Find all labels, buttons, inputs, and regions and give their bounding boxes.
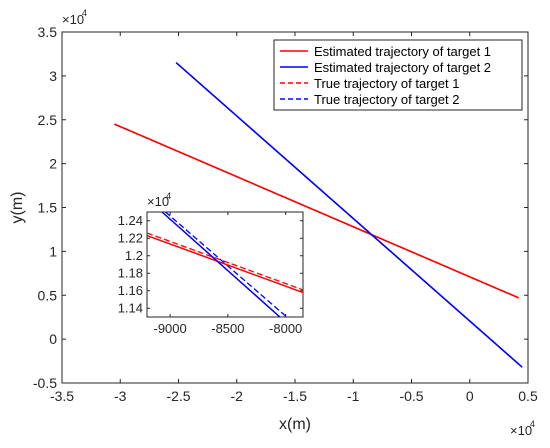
inset-y-tick-label: 1.22: [118, 230, 143, 245]
x-tick-label: 0.5: [518, 388, 538, 404]
x-multiplier-exponent: 4: [530, 419, 535, 429]
inset-y-tick-label: 1.24: [118, 213, 143, 228]
x-axis-label: x(m): [279, 416, 311, 433]
x-multiplier-base: ×10: [510, 423, 532, 438]
x-multiplier: ×10 4: [510, 419, 535, 438]
x-tick-label: -3: [114, 388, 127, 404]
x-tick-label: -2: [231, 388, 244, 404]
y-tick-label: 2: [49, 156, 57, 172]
inset-y-tick-label: 1.2: [125, 248, 143, 263]
x-tick-label: -1.5: [283, 388, 307, 404]
inset-x-multiplier: ×10 4: [147, 191, 171, 209]
legend-entry-true-target-2: True trajectory of target 2: [314, 92, 459, 107]
inset-y-tick-label: 1.18: [118, 265, 143, 280]
main-ticks: -3.5 -3 -2.5 -2 -1.5 -1 -0.5 0 0.5 -0.5 0 0.5 1 1.5 2 2…: [33, 24, 538, 404]
x-tick-label: -1: [347, 388, 360, 404]
x-tick-label: -3.5: [50, 388, 74, 404]
y-multiplier-base: ×10: [62, 12, 84, 27]
inset-series-true-trajectory-of-target-1: [147, 232, 303, 291]
legend-box: [273, 39, 523, 111]
inset-x-multiplier-base: ×10: [147, 194, 169, 209]
y-tick-label: -0.5: [33, 375, 57, 391]
inset-x-tick-label: -9000: [153, 321, 186, 336]
series-estimated-trajectory-of-target-1: [114, 123, 520, 299]
inset-ticks: -9000 -8500 -8000 1.14 1.16 1.18 1.2 1.22 1.24: [118, 212, 303, 336]
y-tick-label: 0: [49, 331, 57, 347]
y-tick-label: 3: [49, 68, 57, 84]
y-tick-label: 1.5: [38, 200, 58, 216]
y-multiplier: ×10 4: [62, 8, 87, 27]
x-tick-label: 0: [466, 388, 474, 404]
legend-entry-estimated-target-1: Estimated trajectory of target 1: [314, 44, 491, 59]
x-tick-label: -2.5: [166, 388, 190, 404]
y-tick-label: 0.5: [38, 287, 58, 303]
y-tick-label: 3.5: [38, 24, 58, 40]
inset-plot: -9000 -8500 -8000 1.14 1.16 1.18 1.2 1.22 1.24 ×…: [118, 191, 304, 336]
y-multiplier-exponent: 4: [82, 8, 87, 18]
y-tick-label: 1: [49, 243, 57, 259]
inset-x-tick-label: -8500: [211, 321, 244, 336]
inset-x-multiplier-exponent: 4: [166, 191, 171, 201]
main-series: [114, 62, 523, 368]
y-axis-label: y(m): [9, 192, 26, 224]
legend: Estimated trajectory of target 1 Estimat…: [273, 39, 523, 111]
y-tick-label: 2.5: [38, 112, 58, 128]
inset-series: [147, 212, 303, 317]
inset-y-tick-label: 1.16: [118, 283, 143, 298]
legend-entry-estimated-target-2: Estimated trajectory of target 2: [314, 60, 491, 75]
inset-series-estimated-trajectory-of-target-1: [147, 234, 303, 294]
inset-y-tick-label: 1.14: [118, 300, 143, 315]
legend-entry-true-target-1: True trajectory of target 1: [314, 76, 459, 91]
inset-x-tick-label: -8000: [269, 321, 302, 336]
x-tick-label: -0.5: [399, 388, 423, 404]
inset-series-estimated-trajectory-of-target-2: [161, 212, 281, 317]
series-estimated-trajectory-of-target-2: [175, 62, 523, 368]
